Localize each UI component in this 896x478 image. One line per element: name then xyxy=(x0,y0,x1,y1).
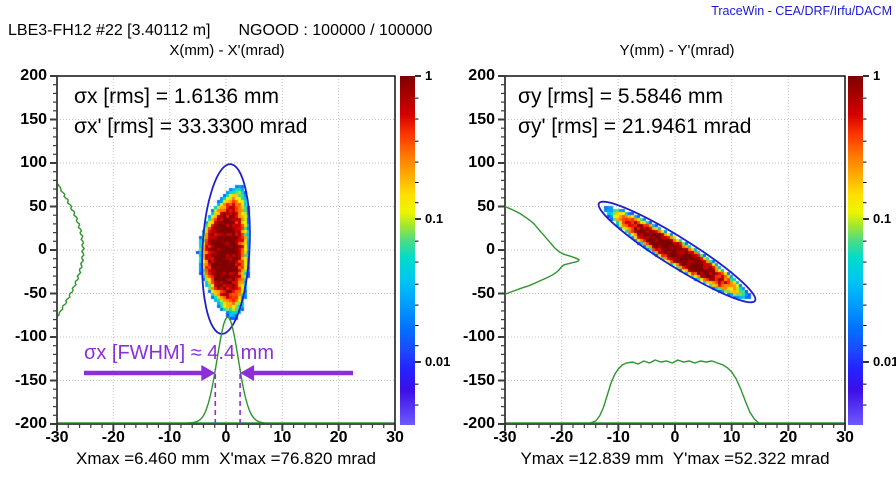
sigma-xp-rms-label: σx' [rms] = 33.3300 mrad xyxy=(74,115,308,138)
y-tick-label: -50 xyxy=(471,284,495,302)
x-tick-label: 10 xyxy=(722,429,741,446)
x-tick-label: 0 xyxy=(670,429,680,446)
y-tick-label: 50 xyxy=(29,197,47,215)
colorbar-tick-label: 1 xyxy=(873,68,881,83)
ngood-label: NGOOD : 100000 / 100000 xyxy=(238,22,433,39)
y-tick-label: 200 xyxy=(468,67,495,84)
colorbar-tick-label: 0.1 xyxy=(873,211,892,226)
element-info-label: LBE3-FH12 #22 [3.40112 m] xyxy=(8,22,211,39)
footer-ymax: Ymax =12.839 mm Y'max =52.322 mrad xyxy=(520,449,830,468)
x-tick-label: -10 xyxy=(158,429,182,446)
plot-title-x: X(mm) - X'(mrad) xyxy=(169,42,285,59)
y-tick-label: -150 xyxy=(462,371,495,389)
y-tick-label: 150 xyxy=(468,110,495,128)
sigma-yp-rms-label: σy' [rms] = 21.9461 mrad xyxy=(518,115,752,138)
colorbar xyxy=(400,76,415,425)
fwhm-annotation: σx [FWHM] ≈ 4.4 mm xyxy=(84,342,274,364)
y-tick-label: 100 xyxy=(20,154,47,171)
x-tick-label: 20 xyxy=(329,429,348,446)
y-tick-label: 100 xyxy=(468,154,495,171)
sigma-y-rms-label: σy [rms] = 5.5846 mm xyxy=(518,85,723,108)
x-tick-label: 30 xyxy=(836,429,854,446)
y-tick-label: -100 xyxy=(462,328,495,345)
footer-xmax: Xmax =6.460 mm X'max =76.820 mrad xyxy=(76,449,376,468)
header: LBE3-FH12 #22 [3.40112 m] NGOOD : 100000 … xyxy=(8,22,432,40)
x-tick-label: 0 xyxy=(221,429,231,446)
x-tick-label: -30 xyxy=(45,429,69,446)
y-tick-label: -200 xyxy=(14,415,47,432)
y-tick-label: -50 xyxy=(23,284,47,302)
x-tick-label: -10 xyxy=(606,429,630,446)
plot-title-y: Y(mm) - Y'(mrad) xyxy=(619,42,735,59)
colorbar xyxy=(848,76,863,425)
x-tick-label: -30 xyxy=(493,429,517,446)
colorbar-tick-label: 0.1 xyxy=(425,211,444,226)
y-tick-label: 0 xyxy=(486,241,495,258)
y-tick-label: -100 xyxy=(14,328,47,345)
tracewin-credit-label: TraceWin - CEA/DRF/Irfu/DACM xyxy=(711,4,892,18)
x-tick-label: 30 xyxy=(386,429,404,446)
y-tick-label: 50 xyxy=(477,197,495,215)
y-tick-label: 200 xyxy=(20,67,47,84)
x-tick-label: -20 xyxy=(550,429,574,446)
y-tick-label: 150 xyxy=(20,110,47,128)
y-tick-label: -200 xyxy=(462,415,495,432)
colorbar-tick-label: 1 xyxy=(425,68,433,83)
x-tick-label: 20 xyxy=(779,429,798,446)
y-tick-label: 0 xyxy=(38,241,47,258)
colorbar-tick-label: 0.01 xyxy=(425,354,451,369)
x-tick-label: -20 xyxy=(101,429,125,446)
y-tick-label: -150 xyxy=(14,371,47,389)
colorbar-tick-label: 0.01 xyxy=(873,354,896,369)
x-tick-label: 10 xyxy=(273,429,292,446)
sigma-x-rms-label: σx [rms] = 1.6136 mm xyxy=(74,85,279,108)
